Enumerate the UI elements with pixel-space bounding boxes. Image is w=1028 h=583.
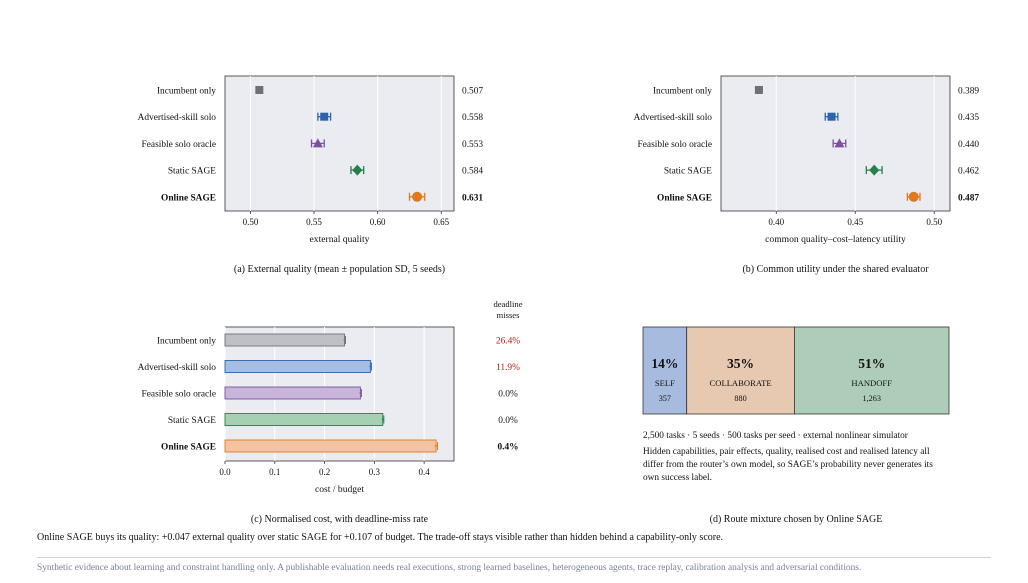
panel-b-category-label: Incumbent only xyxy=(653,87,712,97)
panel-a-xtick-label: 0.60 xyxy=(370,217,386,227)
panel-b-value-label: 0.440 xyxy=(958,140,979,150)
panel-a-value-label: 0.584 xyxy=(462,167,483,177)
panel-a-caption: (a) External quality (mean ± population … xyxy=(234,264,445,275)
panel-d-notes: 2,500 tasks · 5 seeds · 500 tasks per se… xyxy=(643,430,943,488)
panel-a-category-label: Feasible solo oracle xyxy=(142,140,216,150)
panel-b-xlabel: common quality–cost–latency utility xyxy=(765,234,906,245)
panel-c-xtick-label: 0.3 xyxy=(369,467,381,477)
panel-c-category-label: Incumbent only xyxy=(157,337,216,347)
route-segment-collaborate xyxy=(686,326,795,415)
panel-c-xtick-label: 0.2 xyxy=(319,467,330,477)
panel-a-point xyxy=(320,112,329,121)
panel-c-deadline-miss-label: 0.4% xyxy=(497,443,518,453)
panel-b-xtick-label: 0.50 xyxy=(926,217,942,227)
route-segment-count: 357 xyxy=(659,394,671,403)
route-segment-name: SELF xyxy=(655,378,675,388)
panel-b-category-label: Feasible solo oracle xyxy=(638,140,712,150)
panel-c-deadline-miss-label: 0.0% xyxy=(498,416,518,426)
panel-c-bar xyxy=(224,360,371,373)
panel-b-point xyxy=(827,112,836,121)
panel-d-caption: (d) Route mixture chosen by Online SAGE xyxy=(710,514,883,525)
panel-b-category-label: Advertised-skill solo xyxy=(634,113,713,123)
route-segment-count: 1,263 xyxy=(862,394,880,403)
panel-c-xlabel: cost / budget xyxy=(315,484,364,495)
panel-a-point xyxy=(255,86,264,94)
panel-c-side-header: deadline xyxy=(493,299,522,309)
panel-a-xtick-label: 0.55 xyxy=(306,217,322,227)
panel-c-xtick-label: 0.0 xyxy=(219,467,231,477)
panel-b-point xyxy=(754,86,763,94)
route-segment-handoff xyxy=(794,326,950,415)
panel-b-value-label: 0.389 xyxy=(958,87,979,97)
panel-a-frame xyxy=(224,75,455,212)
panel-a-xtick-label: 0.65 xyxy=(433,217,449,227)
panel-a-value-label: 0.558 xyxy=(462,113,483,123)
panel-b-point xyxy=(869,164,880,176)
panel-c-bar xyxy=(224,333,345,347)
panel-c-category-label: Online SAGE xyxy=(161,443,216,453)
summary-text: Online SAGE buys its quality: +0.047 ext… xyxy=(37,532,724,543)
panel-a-point xyxy=(412,191,423,202)
panel-a-xtick-label: 0.50 xyxy=(243,217,259,227)
panel-a-value-label: 0.507 xyxy=(462,87,483,97)
panel-a-category-label: Advertised-skill solo xyxy=(138,113,217,123)
panel-b-point xyxy=(834,138,845,148)
route-segment-percent: 51% xyxy=(858,356,885,371)
panel-b-value-label: 0.487 xyxy=(958,193,979,203)
panel-a-category-label: Online SAGE xyxy=(161,193,216,203)
notes-line-1: 2,500 tasks · 5 seeds · 500 tasks per se… xyxy=(643,431,908,441)
route-segment-name: COLLABORATE xyxy=(710,378,772,388)
panel-c-deadline-miss-label: 0.0% xyxy=(498,390,518,400)
notes-line-2: Hidden capabilities, pair effects, quali… xyxy=(643,447,933,483)
divider xyxy=(37,557,991,558)
panel-a-point xyxy=(352,164,363,176)
panel-a-category-label: Incumbent only xyxy=(157,87,216,97)
panel-b-xtick-label: 0.45 xyxy=(847,217,863,227)
panel-b-caption: (b) Common utility under the shared eval… xyxy=(742,264,929,275)
panel-b-value-label: 0.435 xyxy=(958,113,979,123)
panel-a-xlabel: external quality xyxy=(310,234,370,245)
route-segment-name: HANDOFF xyxy=(851,378,892,388)
panel-c-xtick-label: 0.1 xyxy=(269,467,280,477)
panel-c-bar xyxy=(224,439,437,453)
panel-a-value-label: 0.631 xyxy=(462,193,483,203)
route-segment-percent: 35% xyxy=(727,356,754,371)
route-segment-percent: 14% xyxy=(651,356,678,371)
panel-c-category-label: Static SAGE xyxy=(168,416,216,426)
panel-b-category-label: Static SAGE xyxy=(664,167,712,177)
panel-c-xtick-label: 0.4 xyxy=(419,467,431,477)
panel-b-category-label: Online SAGE xyxy=(657,193,712,203)
footer-text: Synthetic evidence about learning and co… xyxy=(37,563,862,573)
route-segment-count: 880 xyxy=(734,394,746,403)
panel-a-category-label: Static SAGE xyxy=(168,167,216,177)
panel-a-point xyxy=(312,138,323,148)
panel-c-category-label: Feasible solo oracle xyxy=(142,390,216,400)
panel-c-caption: (c) Normalised cost, with deadline-miss … xyxy=(251,514,429,525)
panel-b-xtick-label: 0.40 xyxy=(768,217,784,227)
panel-a-value-label: 0.553 xyxy=(462,140,483,150)
route-segment-self xyxy=(642,326,688,415)
panel-b-point xyxy=(908,191,919,202)
panel-c-bar xyxy=(224,386,361,400)
panel-c-deadline-miss-label: 26.4% xyxy=(496,337,520,347)
panel-b-value-label: 0.462 xyxy=(958,167,979,177)
panel-c-category-label: Advertised-skill solo xyxy=(138,363,217,373)
panel-c-deadline-miss-label: 11.9% xyxy=(496,363,520,373)
panel-c-bar xyxy=(224,413,384,426)
panel-c-side-header: misses xyxy=(497,310,521,320)
